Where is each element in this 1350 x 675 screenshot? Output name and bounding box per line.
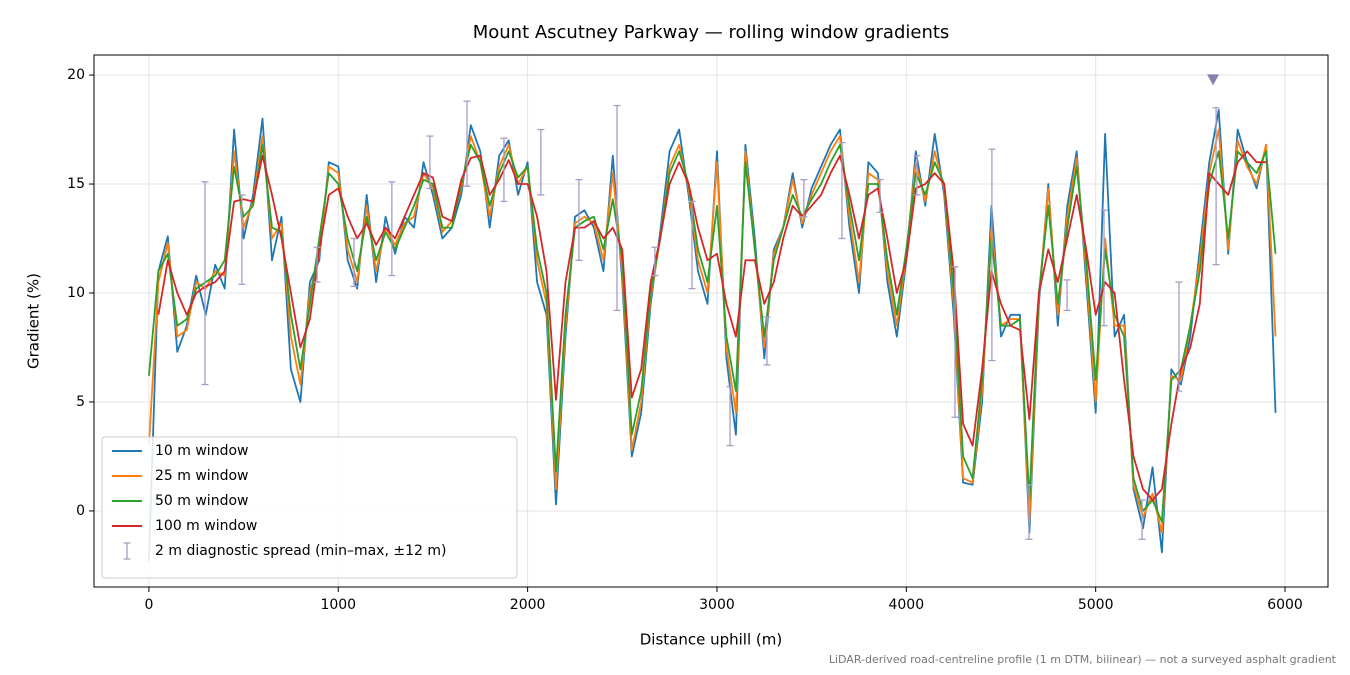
plot-frame bbox=[93, 54, 1329, 588]
error-bar bbox=[838, 141, 846, 240]
error-bar bbox=[537, 128, 545, 196]
y-axis-label: Gradient (%) bbox=[25, 273, 43, 369]
x-tick-label: 4000 bbox=[888, 597, 924, 613]
error-bar bbox=[1100, 209, 1108, 327]
legend-box bbox=[101, 436, 518, 579]
x-tick-label: 0 bbox=[144, 597, 153, 613]
line-series bbox=[148, 143, 1277, 523]
y-tick-label: 20 bbox=[67, 67, 85, 83]
error-bar bbox=[988, 148, 996, 362]
error-bar bbox=[201, 181, 209, 386]
error-bar bbox=[651, 246, 659, 277]
legend-label: 10 m window bbox=[155, 443, 248, 459]
error-bar bbox=[688, 200, 696, 290]
error-bar bbox=[463, 100, 471, 187]
line-series bbox=[157, 150, 1267, 501]
peak-marker bbox=[1207, 74, 1220, 86]
error-bar bbox=[876, 179, 884, 214]
error-bar bbox=[575, 179, 583, 261]
error-bar bbox=[951, 266, 959, 418]
error-bar bbox=[350, 237, 358, 288]
error-bar bbox=[388, 181, 396, 277]
legend-label: 2 m diagnostic spread (min–max, ±12 m) bbox=[155, 543, 446, 559]
legend-label: 50 m window bbox=[155, 493, 248, 509]
x-tick-label: 1000 bbox=[320, 597, 356, 613]
x-tick-label: 3000 bbox=[699, 597, 735, 613]
error-bar bbox=[913, 155, 921, 196]
error-bar bbox=[500, 137, 508, 203]
error-bar bbox=[1025, 484, 1033, 540]
error-bar bbox=[238, 194, 246, 285]
error-bar bbox=[763, 316, 771, 366]
error-bar bbox=[800, 179, 808, 218]
plot-area bbox=[148, 100, 1277, 562]
line-series bbox=[148, 128, 1277, 534]
x-tick-label: 5000 bbox=[1078, 597, 1114, 613]
y-tick-label: 5 bbox=[76, 394, 85, 410]
chart-title: Mount Ascutney Parkway — rolling window … bbox=[473, 22, 950, 43]
x-tick-label: 2000 bbox=[510, 597, 546, 613]
error-bar bbox=[726, 386, 734, 447]
footnote: LiDAR-derived road-centreline profile (1… bbox=[829, 653, 1337, 666]
error-bar bbox=[1138, 499, 1146, 540]
legend-label: 25 m window bbox=[155, 468, 248, 484]
y-tick-label: 0 bbox=[76, 503, 85, 519]
error-bar bbox=[1175, 281, 1183, 392]
error-bar bbox=[426, 135, 434, 190]
y-tick-label: 15 bbox=[67, 176, 85, 192]
error-bar bbox=[613, 104, 621, 312]
x-axis-label: Distance uphill (m) bbox=[640, 631, 782, 649]
x-tick-label: 6000 bbox=[1267, 597, 1303, 613]
error-bar bbox=[313, 246, 321, 283]
error-bar bbox=[1063, 279, 1071, 312]
y-tick-label: 10 bbox=[67, 285, 85, 301]
error-bar bbox=[1212, 107, 1220, 266]
legend-label: 100 m window bbox=[155, 518, 257, 534]
